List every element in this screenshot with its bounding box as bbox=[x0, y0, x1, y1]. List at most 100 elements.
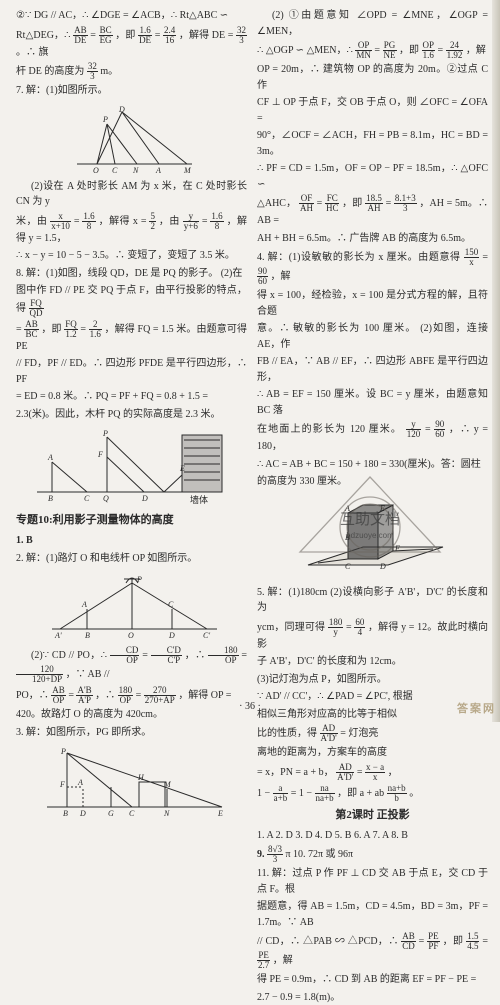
item-11: 11. 解：过点 P 作 PF ⊥ CD 交 AB 于点 E，交 CD 于点 F… bbox=[257, 866, 488, 897]
text: π 10. 72π 或 96π bbox=[285, 849, 353, 860]
paragraph: 的高度为 330 厘米。 bbox=[257, 474, 488, 490]
text: ycm，同理可得 bbox=[257, 621, 328, 632]
text: 4. 解：(1)设敏敏的影长为 x 厘米。由题意得 bbox=[257, 252, 464, 263]
text: = bbox=[317, 198, 325, 209]
fraction: PGNE bbox=[383, 41, 397, 60]
text: // CD，∴ △PAB ∽ △PCD，∴ bbox=[257, 936, 401, 947]
item-2: 2. 解：(1)路灯 O 和电线杆 OP 如图所示。 bbox=[16, 551, 247, 567]
paragraph: ∴ △OGP ∽ △MEN，∴ OPMN = PGNE ，即 OP1.6 = 2… bbox=[257, 41, 488, 60]
text: 子 A'B'，D'C' 的长度和为 12cm。 bbox=[257, 656, 402, 667]
diagram-1: D P O C N A M bbox=[16, 104, 247, 174]
shadow-diagram: P F B D A G C H M N E bbox=[37, 745, 227, 820]
fraction: aa+b bbox=[273, 784, 289, 803]
text: // FD，PF // ED。∴ 四边形 PFDE 是平行四边形，∴ PF bbox=[16, 358, 247, 385]
cylinder-diagram: A B E F C D bbox=[288, 495, 458, 580]
paragraph: 比的性质，得 ADA'D' = 灯泡亮 bbox=[257, 724, 488, 743]
text: 离地的距离为，方案车的高度 bbox=[257, 747, 387, 758]
text: = bbox=[346, 621, 354, 632]
paragraph: (3)记灯泡为点 P，如图所示。 bbox=[257, 672, 488, 688]
text: 据题意，得 AB = 1.5m，CD = 4.5m，BD = 3m，PF = 1… bbox=[257, 901, 488, 928]
fraction: PEPF bbox=[427, 932, 440, 951]
fraction: ABBC bbox=[24, 320, 39, 339]
right-column: (2) ①由题意知 ∠OPD = ∠MNE，∠OGP = ∠MEN， ∴ △OG… bbox=[257, 8, 488, 704]
text: FB // EA，∵ AB // EF，∴ 四边形 ABFE 是平行四边形， bbox=[257, 356, 488, 383]
svg-text:B: B bbox=[345, 533, 350, 542]
text: ，即 a + ab bbox=[337, 787, 384, 798]
item-8: 8. 解：(1)如图，线段 QD，DE 是 PQ 的影子。 (2)在 bbox=[16, 266, 247, 282]
paragraph: = x，PN = a + b， ADA'D' = x − ax ， bbox=[257, 763, 488, 782]
text: 5. 解：(1)180cm (2)设横向影子 A'B'，D'C' 的长度和为 bbox=[257, 587, 488, 614]
paragraph: // CD，∴ △PAB ∽ △PCD，∴ ABCD = PEPF ，即 1.5… bbox=[257, 932, 488, 970]
text: ∴ x − y = 10 − 5 − 3.5。∴ 变短了，变短了 3.5 米。 bbox=[16, 250, 235, 261]
text: 11. 解：过点 P 作 PF ⊥ CD 交 AB 于点 E，交 CD 于点 F… bbox=[257, 868, 488, 895]
svg-text:A: A bbox=[81, 600, 87, 609]
text: 7. 解：(1)如图所示。 bbox=[16, 85, 108, 96]
fraction: 323 bbox=[236, 26, 247, 45]
text: = x，PN = a + b， bbox=[257, 766, 334, 777]
text: 。 bbox=[409, 787, 419, 798]
text: = 灯泡亮 bbox=[340, 728, 378, 739]
text: ，解得 DE = bbox=[179, 29, 236, 40]
paragraph: (2)∵ CD // PO，∴ CDOP = C'DC'P ，∴ 180OP =… bbox=[16, 646, 247, 684]
svg-text:G: G bbox=[108, 809, 114, 818]
fraction: 120120+DP bbox=[16, 665, 63, 684]
page-number: · 36 · bbox=[0, 699, 500, 715]
text: ，由 bbox=[159, 215, 183, 226]
text: = bbox=[482, 252, 488, 263]
fraction: CDOP bbox=[110, 646, 140, 665]
text: △AHC， bbox=[257, 198, 296, 209]
text: ，∴ bbox=[185, 650, 208, 661]
svg-text:B: B bbox=[48, 494, 53, 503]
svg-text:A': A' bbox=[54, 631, 62, 640]
svg-text:O: O bbox=[93, 166, 99, 174]
paragraph: 离地的距离为，方案车的高度 bbox=[257, 745, 488, 761]
text: ，解 bbox=[273, 955, 293, 966]
text: 。∴ 旗 bbox=[16, 47, 49, 58]
paragraph: ∴ PF = CD = 1.5m，OF = OP − PF = 18.5m，∴ … bbox=[257, 161, 488, 192]
text: ∴ PF = CD = 1.5m，OF = OP − PF = 18.5m，∴ … bbox=[257, 163, 488, 190]
text: = bbox=[425, 424, 434, 435]
svg-text:M: M bbox=[163, 780, 172, 789]
text: ，∵ AB // bbox=[66, 669, 110, 680]
fraction: 180y bbox=[328, 618, 344, 637]
text: = bbox=[16, 323, 24, 334]
wall-diagram: A B C P F Q D E 墙体 bbox=[32, 427, 232, 505]
text: 90°，∠OCF = ∠ACH，FH = PB = 8.1m，HC = BD =… bbox=[257, 130, 488, 157]
paragraph: CF ⊥ OP 于点 F，交 OB 于点 O，则 ∠OFC = ∠OFA = bbox=[257, 95, 488, 126]
text: ， bbox=[388, 766, 398, 777]
svg-text:P: P bbox=[102, 115, 108, 124]
text: ，解 bbox=[271, 271, 291, 282]
fraction: 2.416 bbox=[163, 26, 176, 45]
diagram-5: A B E F C D bbox=[257, 495, 488, 580]
text: (3)记灯泡为点 P，如图所示。 bbox=[257, 674, 387, 685]
text: 图中作 FD // PE 交 PQ 于点 F，由平行投影的特点，得 bbox=[16, 285, 247, 313]
answer-1: 1. B bbox=[16, 533, 247, 549]
paragraph: ∴ AC = AB + BC = 150 + 180 = 330(厘米)。答：圆… bbox=[257, 457, 488, 473]
paragraph: 在地面上的影长为 120 厘米。 y120 = 9060 ，∴ y = 180， bbox=[257, 420, 488, 455]
paragraph: 2.3(米)。因此，木杆 PQ 的实际高度是 2.3 米。 bbox=[16, 407, 247, 423]
fraction: 9060 bbox=[434, 420, 445, 439]
fraction: 8.1+33 bbox=[394, 194, 417, 213]
fraction: 52 bbox=[149, 212, 156, 231]
fraction: 1.68 bbox=[82, 212, 95, 231]
svg-text:O: O bbox=[128, 631, 134, 640]
text: ，解 bbox=[466, 45, 486, 56]
left-column: ②∵ DG // AC，∴ ∠DGE = ∠ACB，∴ Rt△ABC ∽ Rt△… bbox=[16, 8, 247, 704]
svg-text:H: H bbox=[137, 773, 145, 782]
diagram-4: P F B D A G C H M N E bbox=[16, 745, 247, 820]
svg-text:E: E bbox=[179, 464, 185, 473]
svg-text:Q: Q bbox=[103, 494, 109, 503]
svg-text:M: M bbox=[183, 166, 192, 174]
text: 意。∴ 敏敏的影长为 100 厘米。 (2)如图，连接 AE，作 bbox=[257, 323, 488, 350]
triangle-diagram: D P O C N A M bbox=[67, 104, 197, 174]
svg-text:E: E bbox=[217, 809, 223, 818]
fraction: ADA'D' bbox=[320, 724, 338, 743]
corner-brand: 答案网 bbox=[457, 701, 496, 718]
fraction: 8√33 bbox=[267, 845, 283, 864]
svg-text:F: F bbox=[59, 780, 65, 789]
text: = bbox=[202, 215, 211, 226]
svg-text:C: C bbox=[112, 166, 118, 174]
text: ，即 bbox=[41, 323, 64, 334]
fraction: OP1.6 bbox=[422, 41, 436, 60]
paragraph: 2.7 − 0.9 = 1.8(m)。 bbox=[257, 990, 488, 1005]
